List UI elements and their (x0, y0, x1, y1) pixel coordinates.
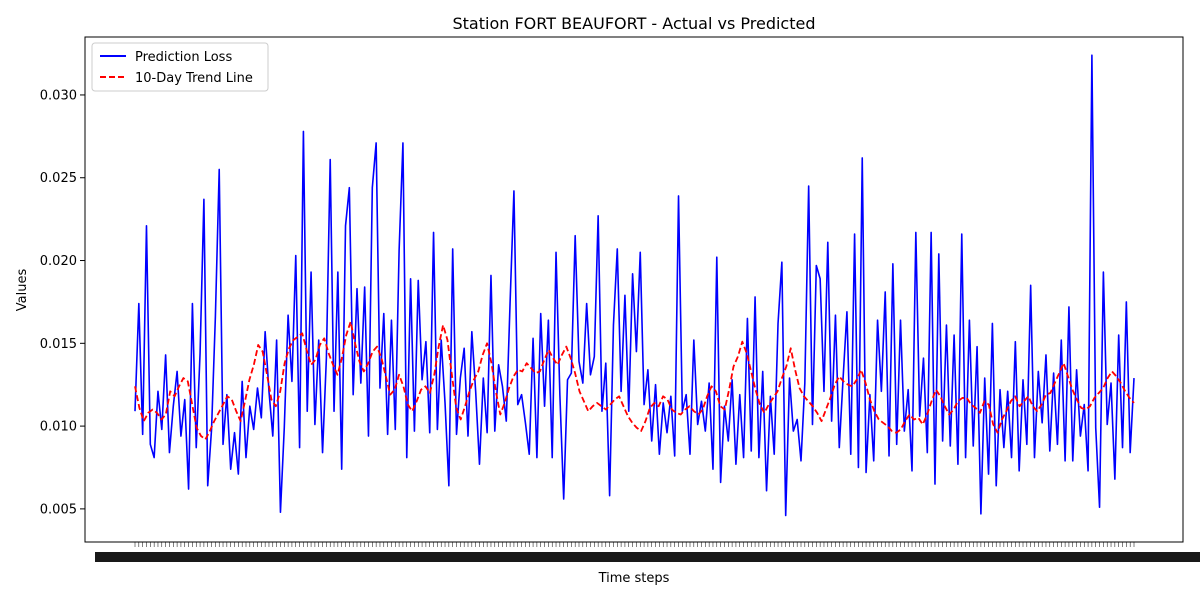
series-line-prediction-loss (134, 54, 1135, 517)
y-axis-label: Values (15, 269, 30, 312)
y-tick-label: 0.005 (40, 502, 77, 517)
y-axis: 0.005 0.010 0.015 0.020 0.025 0.030 (40, 88, 85, 517)
x-tick-labels-band (95, 552, 1200, 562)
x-axis-label: Time steps (598, 571, 670, 586)
y-tick-label: 0.025 (40, 171, 77, 186)
y-tick-label: 0.015 (40, 337, 77, 352)
y-tick-label: 0.030 (40, 88, 77, 103)
y-tick-label: 0.020 (40, 254, 77, 269)
x-tick-marks (134, 542, 1135, 547)
plot-area (134, 54, 1135, 517)
chart-title: Station FORT BEAUFORT - Actual vs Predic… (453, 14, 816, 33)
y-tick-label: 0.010 (40, 420, 77, 435)
legend-box (91, 42, 269, 92)
axes-frame (84, 36, 1184, 543)
series-line-trend (134, 320, 1135, 441)
legend: Prediction Loss 10-Day Trend Line (91, 42, 269, 92)
x-axis (95, 542, 1200, 562)
legend-label-trend: 10-Day Trend Line (135, 71, 253, 86)
legend-label-actual: Prediction Loss (135, 50, 232, 65)
